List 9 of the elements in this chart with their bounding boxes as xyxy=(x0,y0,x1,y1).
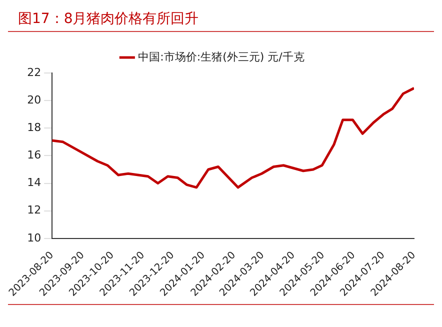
y-tick-label: 10 xyxy=(27,231,42,244)
legend-label: 中国:市场价:生猪(外三元) 元/千克 xyxy=(138,50,304,64)
y-tick-label: 12 xyxy=(27,204,42,217)
y-tick-label: 18 xyxy=(27,121,42,134)
y-tick-label: 16 xyxy=(27,148,42,162)
y-tick-label: 22 xyxy=(27,66,42,79)
y-tick-label: 20 xyxy=(27,93,42,106)
y-tick-label: 14 xyxy=(27,176,42,190)
chart-title: 图17：8月猪肉价格有所回升 xyxy=(8,8,434,32)
